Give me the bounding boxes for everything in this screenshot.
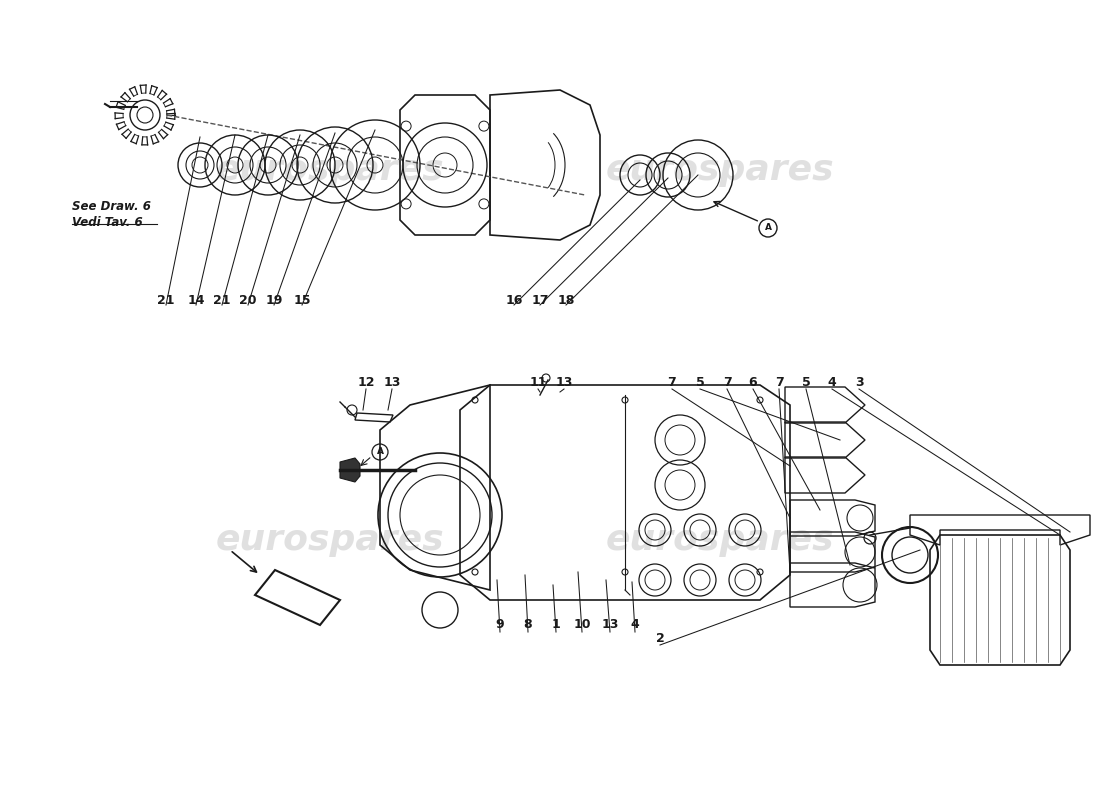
Text: See Draw. 6: See Draw. 6 — [72, 199, 151, 213]
Text: 3: 3 — [855, 377, 864, 390]
Text: 18: 18 — [558, 294, 574, 306]
Text: 15: 15 — [294, 294, 310, 306]
Text: 1: 1 — [551, 618, 560, 631]
Text: 6: 6 — [749, 377, 757, 390]
Text: 11: 11 — [529, 377, 547, 390]
Text: 17: 17 — [531, 294, 549, 306]
Text: 21: 21 — [213, 294, 231, 306]
Text: 13: 13 — [383, 377, 400, 390]
Text: 20: 20 — [240, 294, 256, 306]
Polygon shape — [340, 458, 360, 482]
Text: 2: 2 — [656, 631, 664, 645]
Text: 12: 12 — [358, 377, 375, 390]
Text: 13: 13 — [602, 618, 618, 631]
Text: eurospares: eurospares — [606, 153, 834, 187]
Text: 8: 8 — [524, 618, 532, 631]
Text: 9: 9 — [496, 618, 504, 631]
Text: 4: 4 — [827, 377, 836, 390]
Text: 7: 7 — [723, 377, 732, 390]
Text: eurospares: eurospares — [606, 523, 834, 557]
Text: 7: 7 — [774, 377, 783, 390]
Text: 19: 19 — [265, 294, 283, 306]
Text: 5: 5 — [695, 377, 704, 390]
Text: eurospares: eurospares — [216, 153, 444, 187]
Text: 13: 13 — [556, 377, 573, 390]
Text: 7: 7 — [668, 377, 676, 390]
Text: 5: 5 — [802, 377, 811, 390]
Text: A: A — [376, 447, 384, 457]
Text: 10: 10 — [573, 618, 591, 631]
Text: eurospares: eurospares — [216, 523, 444, 557]
Text: 21: 21 — [157, 294, 175, 306]
Text: 14: 14 — [187, 294, 205, 306]
Text: 4: 4 — [630, 618, 639, 631]
Text: Vedi Tav. 6: Vedi Tav. 6 — [72, 215, 143, 229]
Text: 16: 16 — [505, 294, 522, 306]
Text: A: A — [764, 223, 771, 233]
